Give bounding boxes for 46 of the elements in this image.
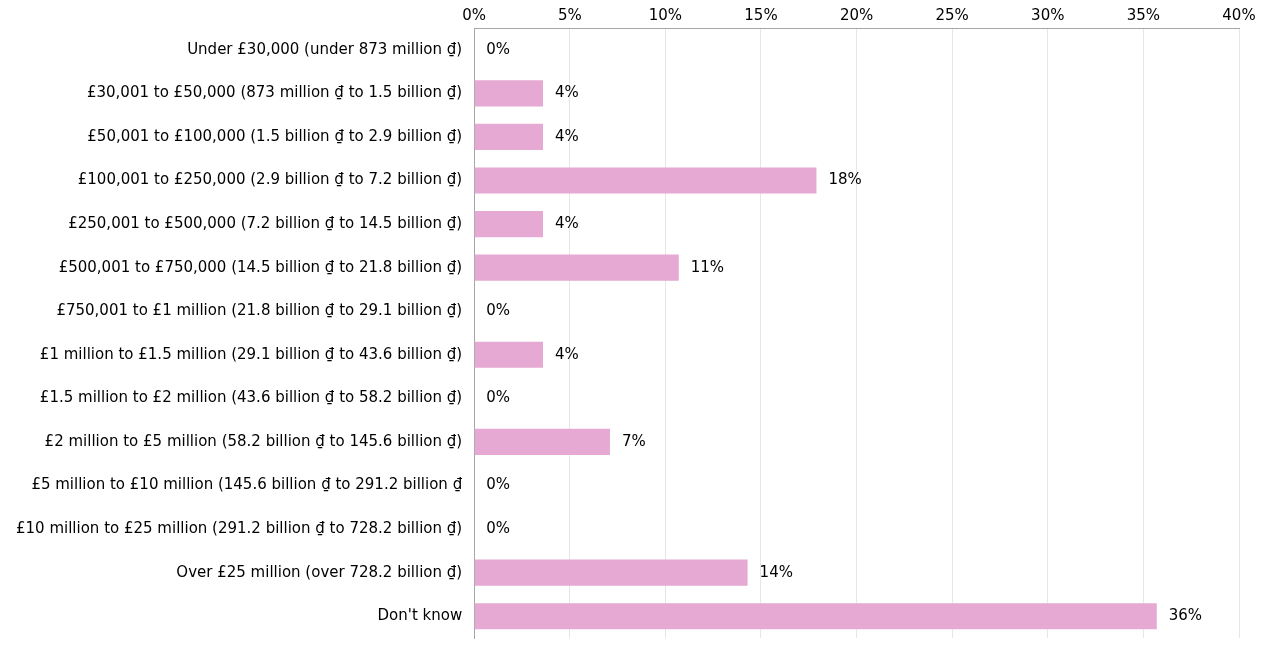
- bar: [474, 559, 748, 586]
- data-label: 11%: [690, 257, 725, 276]
- bar: [474, 211, 544, 238]
- data-label: 18%: [828, 170, 862, 189]
- x-tick-label: 20%: [839, 5, 874, 24]
- x-tick-label: 10%: [648, 5, 683, 24]
- bar: [474, 80, 544, 107]
- y-tick-label: £250,001 to £500,000 (7.2 billion ₫ to 14.5 billion ₫): [68, 213, 463, 232]
- x-tick-label: 40%: [1222, 5, 1256, 24]
- data-label: 0%: [486, 39, 510, 58]
- data-label: 0%: [486, 475, 510, 494]
- y-tick-label: £2 million to £5 million (58.2 billion ₫ to 145.6 billion ₫): [44, 431, 463, 450]
- bar: [474, 428, 610, 455]
- x-tick-label: 5%: [557, 5, 582, 24]
- data-label: 14%: [759, 562, 793, 581]
- bar: [474, 167, 817, 194]
- y-tick-label: Over £25 million (over 728.2 billion ₫): [176, 562, 463, 581]
- data-label: 0%: [486, 518, 510, 537]
- data-label: 0%: [486, 301, 510, 320]
- y-tick-label: Don't know: [377, 606, 463, 625]
- y-tick-label: £30,001 to £50,000 (873 million ₫ to 1.5 billion ₫): [86, 83, 463, 102]
- y-tick-label: £10 million to £25 million (291.2 billion ₫ to 728.2 billion ₫): [16, 518, 463, 537]
- data-label: 7%: [621, 431, 646, 450]
- data-label: 36%: [1168, 606, 1203, 625]
- x-tick-label: 15%: [744, 5, 778, 24]
- x-tick-label: 25%: [935, 5, 969, 24]
- bar: [474, 603, 1157, 630]
- y-tick-label: £1 million to £1.5 million (29.1 billion ₫ to 43.6 billion ₫): [39, 344, 463, 363]
- bar: [474, 254, 679, 281]
- bar: [474, 123, 544, 150]
- bar: [474, 341, 544, 368]
- data-label: 4%: [555, 126, 579, 145]
- data-label: 4%: [555, 344, 579, 363]
- y-tick-label: Under £30,000 (under 873 million ₫): [187, 39, 463, 58]
- data-label: 4%: [555, 213, 579, 232]
- data-label: 0%: [486, 388, 510, 407]
- y-tick-label: £5 million to £10 million (145.6 billion ₫ to 291.2 billion ₫: [31, 475, 463, 494]
- y-tick-label: £750,001 to £1 million (21.8 billion ₫ to 29.1 billion ₫): [56, 301, 463, 320]
- x-tick-label: 35%: [1126, 5, 1161, 24]
- x-tick-label: 0%: [462, 5, 487, 24]
- data-label: 4%: [555, 83, 579, 102]
- x-tick-label: 30%: [1031, 5, 1065, 24]
- y-tick-label: £100,001 to £250,000 (2.9 billion ₫ to 7.2 billion ₫): [77, 170, 463, 189]
- y-tick-label: £50,001 to £100,000 (1.5 billion ₫ to 2.9 billion ₫): [87, 126, 463, 145]
- y-tick-label: £500,001 to £750,000 (14.5 billion ₫ to 21.8 billion ₫): [58, 257, 463, 276]
- y-tick-label: £1.5 million to £2 million (43.6 billion ₫ to 58.2 billion ₫): [39, 388, 463, 407]
